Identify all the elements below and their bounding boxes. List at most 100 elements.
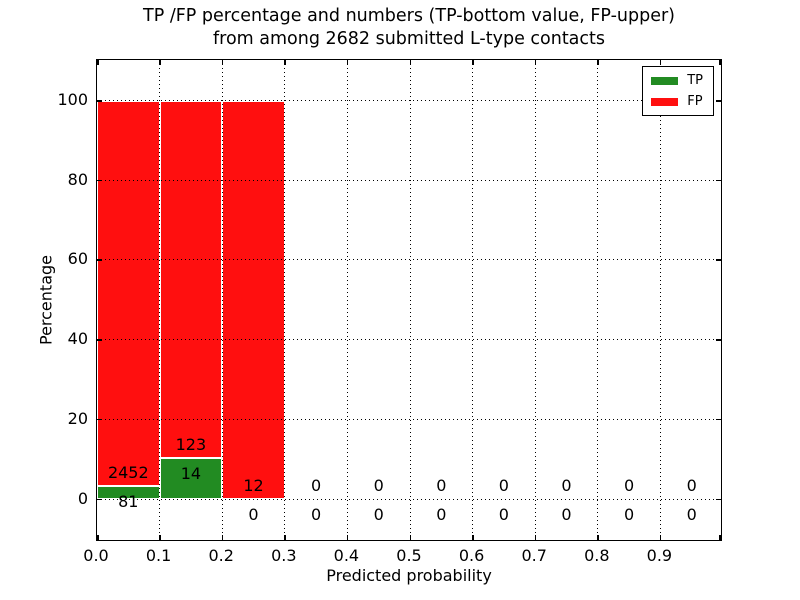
y-tick-label: 80 (67, 169, 88, 189)
x-tick-mark-top (597, 60, 599, 65)
x-tick-label: 0.7 (521, 546, 547, 565)
x-tick-label: 0.6 (458, 546, 485, 565)
x-tick-label: 0.3 (271, 546, 297, 565)
bar-count-label-tp: 0 (248, 504, 259, 524)
y-tick-mark-right (716, 498, 721, 500)
legend-item: FP (651, 95, 703, 108)
grid-line-vertical (284, 60, 286, 540)
grid-line-vertical (534, 60, 536, 540)
x-tick-mark-top (659, 60, 662, 65)
x-tick-mark-top (719, 60, 721, 65)
legend-label: FP (687, 94, 703, 109)
grid-line-horizontal (97, 339, 721, 341)
y-tick-label: 20 (67, 408, 88, 428)
y-tick-mark-right (716, 259, 721, 261)
bar-count-label-tp: 0 (624, 504, 635, 524)
x-tick-mark-top (97, 60, 99, 65)
x-tick-mark-top (472, 60, 474, 65)
y-tick-mark (97, 498, 102, 500)
y-tick-mark-right (716, 339, 721, 341)
x-tick-mark-top (409, 60, 411, 65)
x-tick-mark (409, 535, 411, 540)
x-tick-mark (719, 535, 721, 540)
x-tick-label: 0.1 (145, 546, 172, 565)
bar-count-label-fp: 0 (373, 475, 384, 495)
legend-label: TP (687, 73, 703, 88)
grid-line-vertical (221, 60, 223, 540)
grid-line-horizontal (97, 179, 721, 181)
bar-count-label-fp: 2452 (107, 462, 149, 482)
grid-line-vertical (472, 60, 474, 540)
bar-count-label-tp: 0 (561, 504, 572, 524)
legend-item: TP (651, 74, 703, 87)
bar-segment-tp (159, 458, 223, 499)
x-tick-mark (221, 535, 224, 540)
grid-line-vertical (597, 60, 599, 540)
bar-segment-fp (222, 100, 285, 499)
legend: TP FP (642, 66, 714, 116)
grid-line-vertical (409, 60, 411, 540)
x-tick-mark-top (284, 60, 286, 65)
bar-count-label-fp: 0 (436, 475, 447, 495)
x-tick-label: 0.4 (333, 546, 360, 565)
x-tick-mark (97, 535, 99, 540)
x-tick-mark (597, 535, 599, 540)
bar-count-label-fp: 123 (175, 434, 207, 454)
x-tick-label: 0.5 (396, 546, 422, 565)
x-tick-mark-top (534, 60, 537, 65)
y-tick-label: 100 (57, 90, 88, 109)
x-axis-label: Predicted probability (326, 566, 492, 585)
y-tick-mark (97, 259, 102, 261)
grid-line-vertical (659, 60, 661, 540)
x-tick-mark-top (221, 60, 224, 65)
x-tick-mark-top (346, 60, 349, 65)
y-tick-mark (97, 339, 102, 341)
plot-area: TP FP 2452 81 123 14 12 0 0 0 0 0 0 0 0 0 0 0 0 0 0 0 (96, 59, 722, 541)
bar-count-label-fp: 0 (498, 475, 509, 495)
y-tick-mark-right (716, 100, 721, 102)
bar-count-label-tp: 0 (373, 504, 384, 524)
y-tick-mark-right (716, 179, 721, 182)
chart-title-line2: from among 2682 submitted L-type contact… (212, 28, 606, 49)
y-tick-label: 60 (67, 249, 88, 269)
bar-count-label-tp: 14 (180, 463, 202, 483)
x-tick-label: 0.9 (646, 546, 673, 565)
x-tick-mark (284, 535, 286, 540)
grid-line-vertical (346, 60, 348, 540)
grid-line-horizontal (97, 418, 721, 420)
x-tick-label: 0.8 (584, 546, 610, 565)
bar-count-label-tp: 0 (311, 504, 322, 524)
legend-swatch-tp (651, 76, 679, 85)
y-tick-mark-right (716, 418, 721, 421)
y-tick-mark (97, 100, 102, 102)
x-tick-mark (346, 535, 349, 540)
grid-line-vertical (159, 60, 161, 540)
chart-title-line1: TP /FP percentage and numbers (TP-bottom… (143, 6, 675, 26)
x-tick-mark-top (159, 60, 161, 65)
x-tick-mark (534, 535, 537, 540)
x-tick-label: 0.0 (83, 546, 109, 565)
y-tick-label: 40 (67, 329, 88, 349)
x-tick-mark (659, 535, 662, 540)
bar-count-label-tp: 0 (436, 504, 447, 524)
chart-title: TP /FP percentage and numbers (TP-bottom… (96, 5, 722, 50)
bar-count-label-fp: 0 (624, 475, 635, 495)
bar-count-label-tp: 0 (686, 504, 697, 524)
bar-count-label-tp: 81 (118, 491, 139, 511)
bar-count-label-fp: 0 (561, 475, 572, 495)
grid-line-horizontal (97, 498, 721, 500)
bar-count-label-tp: 0 (498, 504, 509, 524)
y-tick-mark (97, 179, 102, 182)
x-tick-mark (472, 535, 474, 540)
bar-segment-fp (159, 100, 223, 459)
grid-line-horizontal (97, 100, 721, 101)
bar-count-label-fp: 0 (686, 475, 697, 495)
x-tick-label: 0.2 (208, 546, 234, 565)
y-tick-mark (97, 418, 102, 421)
bar-count-label-fp: 12 (243, 475, 264, 495)
bar-count-label-fp: 0 (311, 475, 322, 495)
bar-segment-fp (97, 100, 160, 487)
x-tick-mark (159, 535, 161, 540)
legend-swatch-fp (651, 97, 679, 106)
